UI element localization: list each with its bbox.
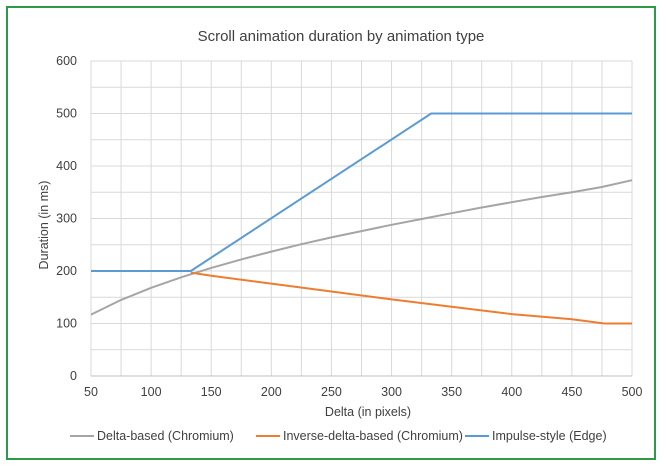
y-tick-label: 0 (70, 369, 77, 383)
y-tick-label: 500 (56, 107, 77, 121)
x-tick-label: 250 (321, 385, 342, 399)
legend-label: Impulse-style (Edge) (492, 429, 607, 443)
x-tick-label: 450 (561, 385, 582, 399)
series-line-3 (91, 112, 632, 272)
x-tick-label: 150 (201, 385, 222, 399)
series-line-2 (190, 271, 632, 325)
x-tick-label: 300 (381, 385, 402, 399)
y-tick-label: 600 (56, 54, 77, 68)
y-tick-label: 200 (56, 264, 77, 278)
y-tick-label: 400 (56, 159, 77, 173)
x-tick-label: 100 (141, 385, 162, 399)
y-tick-label: 100 (56, 317, 77, 331)
chart-title: Scroll animation duration by animation t… (198, 28, 485, 45)
legend-label: Delta-based (Chromium) (97, 429, 234, 443)
chart: Scroll animation duration by animation t… (37, 28, 642, 443)
series-lines (90, 112, 633, 325)
legend-label: Inverse-delta-based (Chromium) (283, 429, 463, 443)
y-axis-title: Duration (in ms) (37, 181, 51, 270)
x-axis-title: Delta (in pixels) (325, 405, 411, 419)
x-axis-ticks: 50 100 150 200 250 300 350 400 450 500 (84, 385, 642, 399)
y-tick-label: 300 (56, 212, 77, 226)
chart-frame: Scroll animation duration by animation t… (6, 6, 656, 460)
series-line-1 (90, 179, 633, 316)
x-tick-label: 50 (84, 385, 98, 399)
x-tick-label: 350 (441, 385, 462, 399)
x-tick-label: 400 (501, 385, 522, 399)
y-axis-ticks: 0 100 200 300 400 500 600 (56, 54, 77, 383)
x-tick-label: 500 (622, 385, 643, 399)
x-tick-label: 200 (261, 385, 282, 399)
legend: Delta-based (Chromium) Inverse-delta-base… (70, 429, 607, 443)
